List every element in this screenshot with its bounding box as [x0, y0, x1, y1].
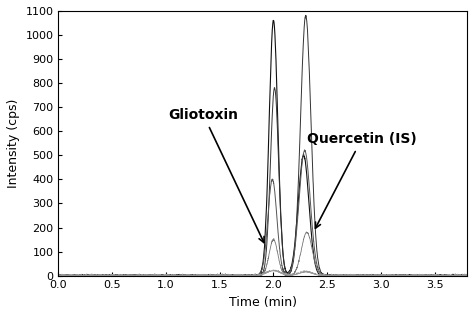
- X-axis label: Time (min): Time (min): [229, 296, 297, 309]
- Text: Gliotoxin: Gliotoxin: [169, 108, 264, 243]
- Text: Quercetin (IS): Quercetin (IS): [307, 132, 417, 228]
- Y-axis label: Intensity (cps): Intensity (cps): [7, 99, 20, 188]
